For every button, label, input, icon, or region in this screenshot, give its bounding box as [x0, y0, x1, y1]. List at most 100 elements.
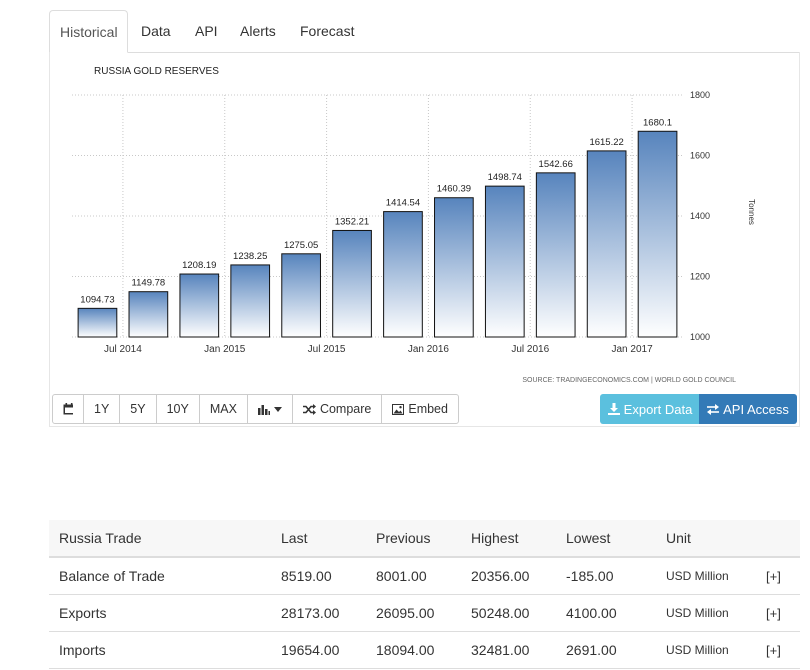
- api-access-button[interactable]: API Access: [699, 394, 797, 424]
- cell-unit: USD Million: [666, 631, 766, 669]
- x-tick-label: Jan 2015: [204, 344, 246, 355]
- expand-button[interactable]: [+]: [766, 631, 800, 669]
- bar[interactable]: [484, 185, 525, 338]
- embed-button[interactable]: Embed: [381, 394, 459, 424]
- y-tick-label: 1000: [690, 332, 710, 342]
- bar-value-label: 1352.21: [335, 216, 369, 227]
- range-1y-button[interactable]: 1Y: [83, 394, 121, 424]
- bar[interactable]: [128, 291, 169, 338]
- cell-lowest: -185.00: [566, 557, 666, 595]
- export-data-button[interactable]: Export Data: [600, 394, 700, 424]
- bar-value-label: 1275.05: [284, 240, 318, 251]
- tab-alerts[interactable]: Alerts: [240, 23, 276, 39]
- bar[interactable]: [586, 150, 627, 338]
- expand-button[interactable]: [+]: [766, 557, 800, 595]
- y-axis-label: Tonnes: [747, 199, 756, 225]
- tab-data[interactable]: Data: [141, 23, 171, 39]
- table-row: Exports 28173.00 26095.00 50248.00 4100.…: [49, 594, 800, 632]
- embed-label: Embed: [408, 402, 448, 416]
- header-unit: Unit: [666, 520, 766, 558]
- caret-down-icon: [273, 406, 282, 412]
- bar[interactable]: [434, 197, 474, 338]
- x-axis: Jul 2014 Jan 2015 Jul 2015 Jan 2016 Jul 2016…: [104, 344, 653, 355]
- exchange-icon: [707, 403, 720, 415]
- bar[interactable]: [230, 264, 271, 338]
- image-icon: [392, 403, 405, 415]
- bar-value-label: 1094.73: [80, 294, 114, 305]
- header-expand: [766, 520, 800, 558]
- cell-last: 28173.00: [281, 594, 376, 632]
- y-axis: 1000 1200 1400 1600 1800: [690, 90, 710, 342]
- y-tick-label: 1800: [690, 90, 710, 100]
- range-10y-button[interactable]: 10Y: [155, 394, 200, 424]
- table-row: Balance of Trade 8519.00 8001.00 20356.0…: [49, 557, 800, 595]
- gold-reserves-chart: RUSSIA GOLD RESERVES 1094.73 1149.78 1208.…: [72, 66, 756, 384]
- chart-title: RUSSIA GOLD RESERVES: [94, 66, 219, 77]
- y-tick-label: 1200: [690, 272, 710, 282]
- shuffle-icon: [302, 403, 316, 415]
- bar[interactable]: [77, 307, 118, 338]
- header-russia-trade: Russia Trade: [49, 520, 281, 558]
- expand-button[interactable]: [+]: [766, 594, 800, 632]
- row-name-link[interactable]: Imports: [49, 631, 281, 669]
- chart-bars: 1094.73 1149.78 1208.19 1238.25 1275.05 1352.…: [77, 117, 678, 338]
- bar-value-label: 1680.1: [643, 117, 672, 128]
- api-access-label: API Access: [723, 401, 789, 417]
- bar-value-label: 1208.19: [182, 260, 216, 271]
- bar-value-label: 1542.66: [539, 159, 573, 170]
- export-data-label: Export Data: [623, 401, 693, 417]
- cell-highest: 32481.00: [471, 631, 566, 669]
- y-tick-label: 1600: [690, 151, 710, 161]
- bar[interactable]: [332, 229, 372, 338]
- cell-previous: 18094.00: [376, 631, 471, 669]
- bar[interactable]: [637, 130, 678, 338]
- bar-value-label: 1498.74: [488, 172, 522, 183]
- cell-last: 19654.00: [281, 631, 376, 669]
- cell-previous: 26095.00: [376, 594, 471, 632]
- table-header-row: Russia Trade Last Previous Highest Lowes…: [49, 520, 800, 558]
- row-name-link[interactable]: Exports: [49, 594, 281, 632]
- bar-value-label: 1460.39: [437, 184, 471, 195]
- x-tick-label: Jan 2017: [612, 344, 654, 355]
- bar[interactable]: [383, 211, 423, 338]
- trade-table: Russia Trade Last Previous Highest Lowes…: [49, 520, 800, 669]
- cell-highest: 50248.00: [471, 594, 566, 632]
- header-lowest: Lowest: [566, 520, 666, 558]
- cell-lowest: 2691.00: [566, 631, 666, 669]
- chart-type-dropdown[interactable]: [246, 394, 293, 424]
- cell-highest: 20356.00: [471, 557, 566, 595]
- header-last: Last: [281, 520, 376, 558]
- range-5y-button[interactable]: 5Y: [119, 394, 157, 424]
- x-tick-label: Jan 2016: [408, 344, 450, 355]
- chart-source: SOURCE: TRADINGECONOMICS.COM | WORLD GOL…: [522, 377, 736, 384]
- chart-panel: RUSSIA GOLD RESERVES 1094.73 1149.78 1208.…: [49, 52, 800, 427]
- tab-bar: Historical Data API Alerts Forecast: [49, 10, 800, 53]
- header-previous: Previous: [376, 520, 471, 558]
- bar-value-label: 1414.54: [386, 198, 420, 209]
- cell-lowest: 4100.00: [566, 594, 666, 632]
- cell-unit: USD Million: [666, 594, 766, 632]
- calendar-button[interactable]: [52, 394, 84, 424]
- bar-value-label: 1238.25: [233, 251, 267, 262]
- x-tick-label: Jul 2015: [308, 344, 346, 355]
- calendar-icon: [63, 403, 73, 415]
- range-max-button[interactable]: MAX: [198, 394, 248, 424]
- cell-last: 8519.00: [281, 557, 376, 595]
- compare-label: Compare: [319, 402, 372, 416]
- chart-toolbar: 1Y 5Y 10Y MAX Compare Embed: [52, 394, 459, 424]
- tab-forecast[interactable]: Forecast: [300, 23, 355, 39]
- cell-unit: USD Million: [666, 557, 766, 595]
- compare-button[interactable]: Compare: [291, 394, 383, 424]
- bar[interactable]: [535, 172, 576, 338]
- chart-gridlines: [72, 94, 683, 338]
- bar[interactable]: [179, 273, 220, 338]
- tab-api[interactable]: API: [195, 23, 218, 39]
- bar-value-label: 1149.78: [132, 278, 166, 289]
- download-icon: [607, 403, 620, 415]
- tab-historical[interactable]: Historical: [49, 10, 128, 53]
- bar-value-label: 1615.22: [589, 137, 623, 148]
- y-tick-label: 1400: [690, 211, 710, 221]
- cell-previous: 8001.00: [376, 557, 471, 595]
- bar[interactable]: [281, 253, 321, 338]
- row-name-link[interactable]: Balance of Trade: [49, 557, 281, 595]
